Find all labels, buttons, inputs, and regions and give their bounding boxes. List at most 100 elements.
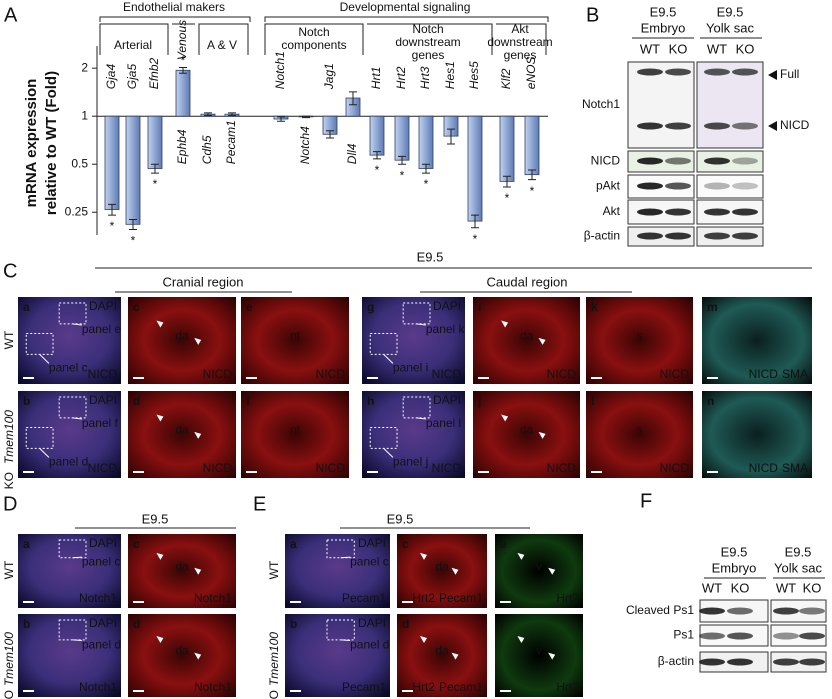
micrograph <box>397 534 487 608</box>
y-label-line: relative to WT (Fold) <box>43 71 60 215</box>
bar <box>175 69 191 117</box>
tile-letter: a <box>23 537 30 551</box>
error-bar <box>528 169 536 181</box>
group-bracket <box>99 16 549 22</box>
category-label: Efnb2 <box>147 58 161 90</box>
micrograph <box>495 534 583 608</box>
structure-label: da <box>520 328 534 342</box>
blot-group: Yolk sac <box>774 560 822 575</box>
marker-label: Pecam1 <box>439 591 483 605</box>
marker-label: Notch1 <box>79 680 117 694</box>
blot-band <box>704 232 730 240</box>
marker-label: NICD <box>432 461 462 475</box>
blot-row-label: Cleaved Ps1 <box>626 603 694 617</box>
stain-label: DAPI <box>433 393 461 407</box>
genotype-label: WT <box>267 560 281 579</box>
blot-band <box>732 157 758 165</box>
blot-band <box>727 658 753 666</box>
tile-letter: l <box>591 394 594 408</box>
blot-band <box>799 658 825 666</box>
arrowhead <box>156 414 164 422</box>
blot-band <box>704 182 730 190</box>
tile-letter: h <box>367 394 374 408</box>
arrowhead <box>501 320 509 328</box>
blot-band <box>704 122 730 130</box>
category-label: Hes5 <box>467 61 481 89</box>
callout-leader <box>72 323 82 326</box>
callout-leader <box>383 354 394 364</box>
genotype-label: KO <box>267 690 281 699</box>
panel-letter: B <box>586 4 599 26</box>
callout-leader <box>383 448 394 458</box>
arrowhead <box>420 636 427 644</box>
error-bar <box>326 130 334 139</box>
genotype-label: WT <box>2 330 16 349</box>
band-label: Full <box>780 67 799 81</box>
blot-band <box>665 182 691 190</box>
lane-label: WT <box>702 580 722 595</box>
blot-band <box>637 208 663 216</box>
category-label: eNOS <box>524 57 538 90</box>
error-bar <box>204 112 212 117</box>
callout-label: panel d <box>49 455 88 469</box>
subgroup-label: Arterial <box>114 38 152 52</box>
panel-letter: E <box>253 493 266 515</box>
blot-band <box>773 658 799 666</box>
tile-letter: f <box>500 617 505 631</box>
arrowhead <box>548 652 556 660</box>
structure-label: da <box>175 559 189 573</box>
category-label: Dll4 <box>345 143 359 164</box>
marker-label: NICD <box>749 461 779 475</box>
lane-label: WT <box>776 580 796 595</box>
arrowhead <box>420 552 427 560</box>
micrograph <box>285 614 390 697</box>
bar <box>467 115 483 222</box>
tile-letter: j <box>477 394 481 408</box>
bar <box>147 115 163 169</box>
micrograph <box>473 391 580 478</box>
blot-group: E9.5 <box>785 544 812 559</box>
blot-band <box>704 208 730 216</box>
arrowhead <box>194 431 202 439</box>
micrograph <box>128 391 236 478</box>
blot-band <box>704 68 730 76</box>
micrograph <box>702 391 812 478</box>
marker-label: Pecam1 <box>342 680 386 694</box>
lane-label: WT <box>640 41 660 56</box>
marker-label: Hrt2 <box>556 680 579 694</box>
arrowhead <box>517 552 525 560</box>
error-bar <box>503 175 511 188</box>
blot-band <box>637 182 663 190</box>
category-label: Ephb4 <box>175 129 189 164</box>
blot-group: E9.5 <box>650 4 677 19</box>
blot-band <box>637 122 663 130</box>
panel-letter: C <box>3 260 17 282</box>
tile-letter: c <box>402 537 409 551</box>
subgroup-label: Venous <box>175 20 189 60</box>
arrowhead <box>156 320 164 328</box>
blot-frame <box>770 624 827 647</box>
subgroup-label: downstream <box>395 35 460 49</box>
blot-band <box>665 68 691 76</box>
callout-label: panel c <box>49 361 88 375</box>
marker-label: NICD <box>203 367 233 381</box>
arrowhead <box>156 636 164 644</box>
callout-leader <box>340 556 351 559</box>
micrograph <box>702 297 812 384</box>
stain-label: DAPI <box>89 299 117 313</box>
arrowhead <box>538 337 546 345</box>
category-label: Gja4 <box>104 64 118 90</box>
stage-label: E9.5 <box>142 511 169 526</box>
callout-leader <box>39 448 50 458</box>
group-label: Endothelial makers <box>123 0 225 14</box>
arrowhead <box>548 567 556 575</box>
marker-label: Hrt2 <box>412 680 435 694</box>
stain-label: DAPI <box>89 393 117 407</box>
micrograph <box>241 297 349 384</box>
arrowhead <box>451 652 459 660</box>
subgroup-label: genes <box>504 48 537 62</box>
bar <box>524 115 540 176</box>
callout-leader <box>72 639 82 642</box>
callout-leader <box>416 417 426 420</box>
callout-label: panel f <box>82 416 119 430</box>
